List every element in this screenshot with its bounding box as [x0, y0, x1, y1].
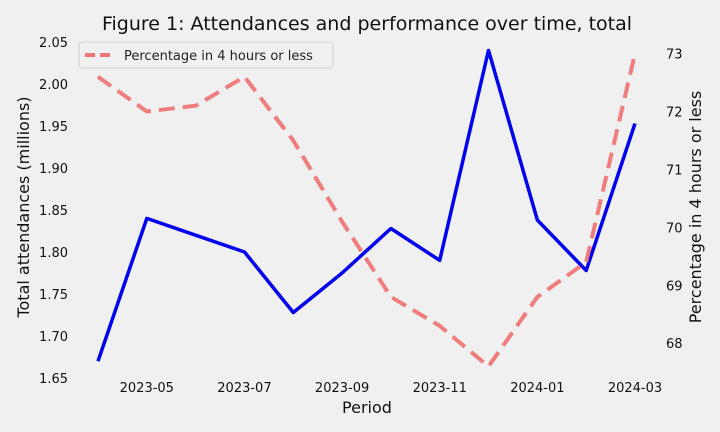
left-y-axis: 1.65 1.70 1.75 1.80 1.85 1.90 1.95 2.00 2.05 — [39, 36, 68, 387]
x-tick-label: 2023-11 — [413, 381, 467, 396]
legend-frame — [78, 41, 334, 69]
x-tick-label: 2023-07 — [217, 381, 271, 396]
legend-label-percentage: Percentage in 4 hours or less — [124, 49, 313, 64]
left-y-tick-label: 1.70 — [39, 330, 68, 345]
plot-area — [96, 48, 637, 369]
left-y-tick-label: 2.05 — [39, 36, 68, 51]
right-y-tick-label: 69 — [666, 279, 683, 294]
left-y-axis-title: Total attendances (millions) — [14, 96, 33, 318]
series-line-0 — [96, 48, 637, 362]
chart-title: Figure 1: Attendances and performance ov… — [102, 13, 632, 35]
right-y-tick-label: 68 — [666, 337, 683, 352]
left-y-tick-label: 1.90 — [39, 162, 68, 177]
x-axis-title: Period — [342, 398, 392, 417]
x-tick-label: 2024-03 — [608, 381, 662, 396]
left-y-tick-label: 1.85 — [39, 204, 68, 219]
left-y-tick-label: 1.75 — [39, 288, 68, 303]
right-y-tick-label: 70 — [666, 221, 683, 236]
legend: Percentage in 4 hours or less — [78, 41, 334, 69]
right-y-axis: 68 69 70 71 72 73 — [666, 48, 683, 353]
left-y-tick-label: 2.00 — [39, 78, 68, 93]
series-line-1 — [96, 53, 637, 369]
left-y-tick-label: 1.95 — [39, 120, 68, 135]
right-y-tick-label: 73 — [666, 48, 683, 63]
left-y-tick-label: 1.80 — [39, 246, 68, 261]
x-tick-label: 2023-05 — [120, 381, 174, 396]
x-tick-label: 2023-09 — [315, 381, 369, 396]
x-axis: 2023-05 2023-07 2023-09 2023-11 2024-01 2024-… — [120, 381, 663, 396]
left-y-tick-label: 1.65 — [39, 372, 68, 387]
right-y-tick-label: 71 — [666, 163, 683, 178]
right-y-tick-label: 72 — [666, 106, 683, 121]
right-y-axis-title: Percentage in 4 hours or less — [686, 91, 705, 324]
x-tick-label: 2024-01 — [510, 381, 564, 396]
